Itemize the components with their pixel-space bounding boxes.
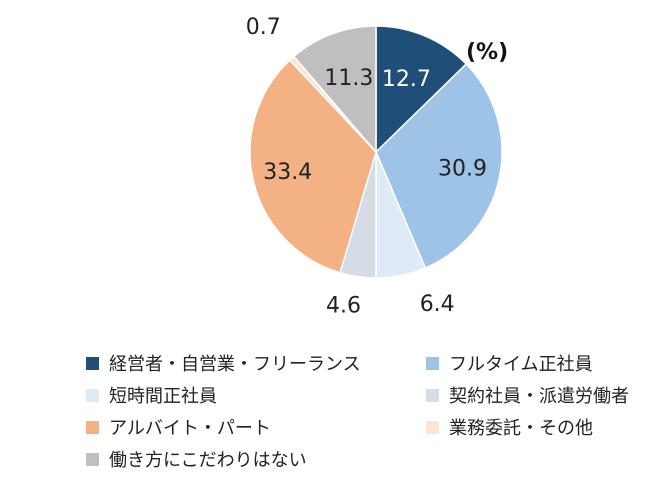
unit-label: (%) xyxy=(466,40,509,65)
legend-swatch xyxy=(86,452,99,466)
legend-swatch xyxy=(86,388,99,402)
legend-label: 短時間正社員 xyxy=(109,386,217,407)
pie-slice xyxy=(292,25,377,155)
pie-slice xyxy=(249,59,377,274)
legend-label: 働き方にこだわりはない xyxy=(109,450,307,471)
legend-label: 経営者・自営業・フリーランス xyxy=(109,354,361,375)
legend-label: フルタイム正社員 xyxy=(449,354,593,375)
legend-item: 業務委託・その他 xyxy=(426,414,666,440)
legend-item: 働き方にこだわりはない xyxy=(86,446,426,472)
legend-item: 契約社員・派遣労働者 xyxy=(426,382,666,408)
legend-label: 業務委託・その他 xyxy=(449,418,593,439)
legend-item: アルバイト・パート xyxy=(86,414,426,440)
slice-label: 4.6 xyxy=(326,294,361,319)
slice-label: 12.7 xyxy=(382,67,431,92)
legend-item: 短時間正社員 xyxy=(86,382,426,408)
slice-label: 11.3 xyxy=(324,66,373,91)
legend-label: 契約社員・派遣労働者 xyxy=(449,386,629,407)
slice-label: 33.4 xyxy=(263,160,312,185)
legend-swatch xyxy=(86,356,99,370)
legend-item: 経営者・自営業・フリーランス xyxy=(86,350,426,376)
legend-swatch xyxy=(426,356,439,370)
legend-swatch xyxy=(86,420,99,434)
slice-label: 6.4 xyxy=(420,292,455,317)
legend-swatch xyxy=(426,388,439,402)
legend-swatch xyxy=(426,420,439,434)
slice-label: 30.9 xyxy=(438,156,487,181)
legend-label: アルバイト・パート xyxy=(109,418,271,439)
legend: 経営者・自営業・フリーランス フルタイム正社員短時間正社員 契約社員・派遣労働者アル… xyxy=(86,350,666,472)
pie-slice xyxy=(375,25,468,154)
legend-item: フルタイム正社員 xyxy=(426,350,666,376)
slice-label: 0.7 xyxy=(246,15,281,40)
pie-slice xyxy=(375,62,503,269)
